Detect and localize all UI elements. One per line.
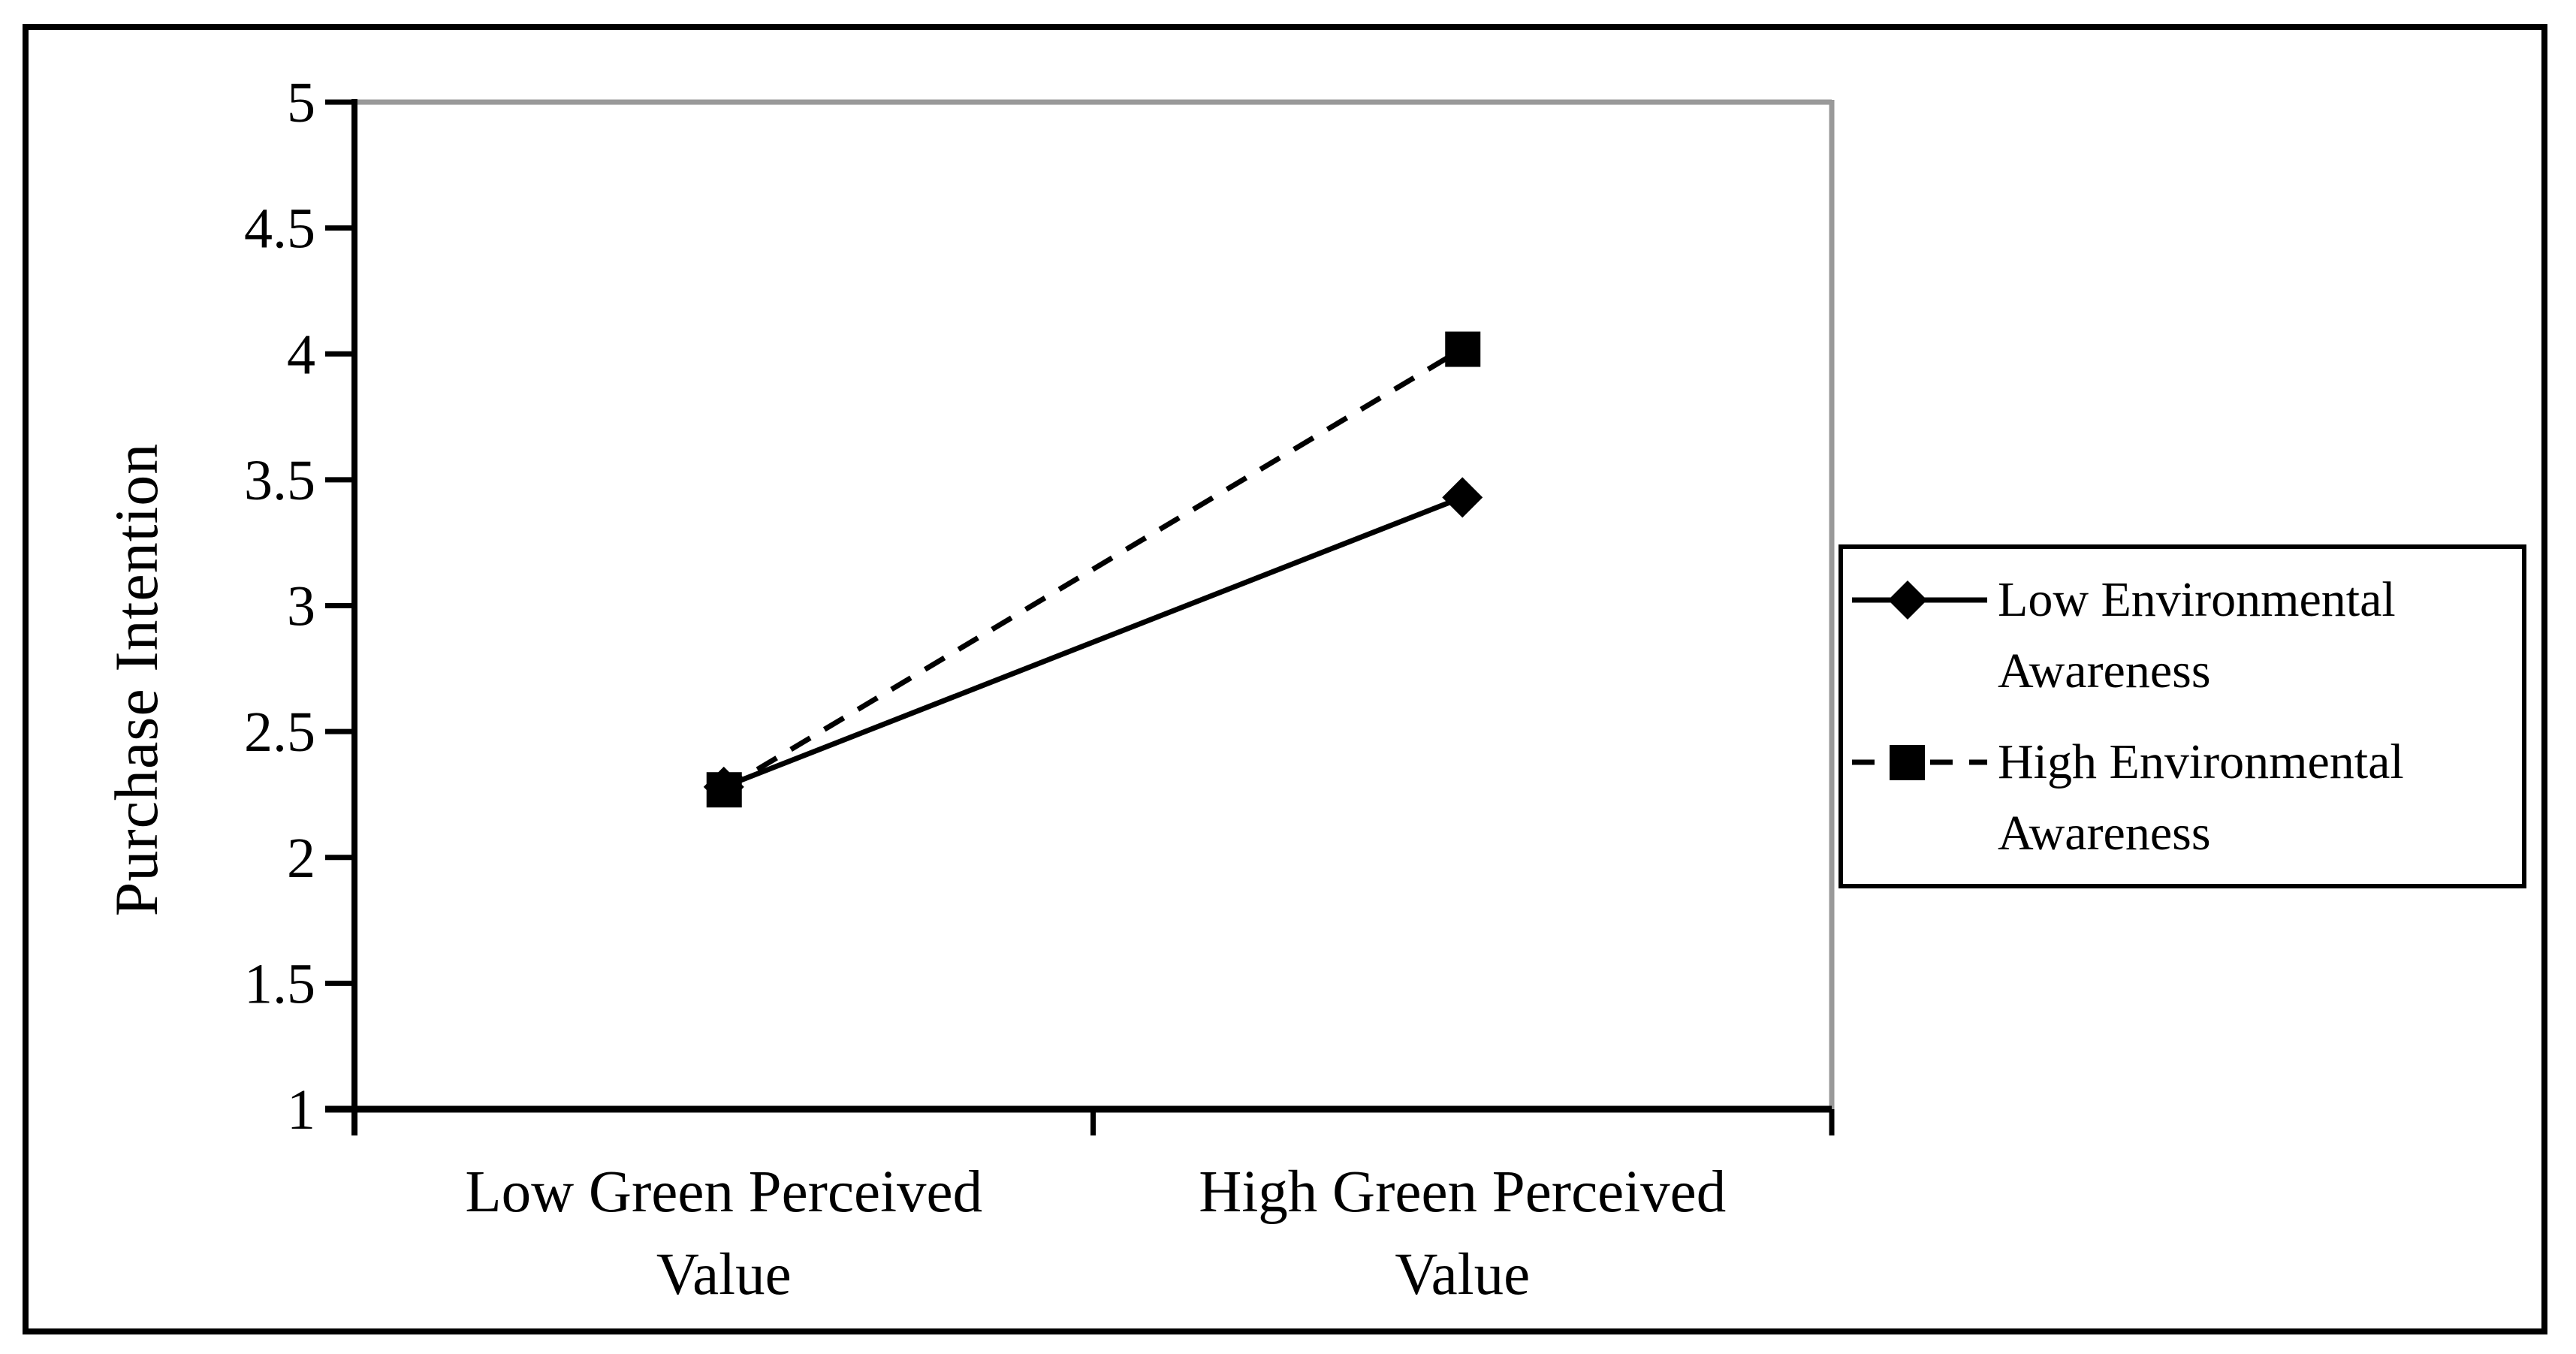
series-line-dashed — [722, 346, 1464, 792]
low-series-swatch — [1852, 581, 1987, 620]
x-category-label: Low Green Perceived Value — [465, 1159, 982, 1307]
high-series-swatch — [1852, 745, 1987, 780]
y-tick-label: 1.5 — [244, 952, 315, 1015]
x-category-label: High Green Perceived Value — [1199, 1159, 1726, 1307]
y-tick-label: 2 — [287, 827, 315, 890]
y-tick-label: 5 — [287, 71, 315, 134]
y-tick-label: 3.5 — [244, 449, 315, 512]
square-marker-icon — [1890, 745, 1925, 780]
y-tick-label: 3 — [287, 575, 315, 638]
square-data-marker — [706, 772, 742, 808]
legend-item-low-environmental-awareness: Low Environmental Awareness — [1848, 564, 2522, 707]
y-tick-label: 2.5 — [244, 701, 315, 764]
legend-label-high: High Environmental Awareness — [1998, 734, 2404, 861]
y-tick-label: 1 — [287, 1078, 315, 1141]
diamond-data-marker — [1442, 477, 1483, 518]
series-line-solid — [722, 495, 1464, 790]
y-tick-label: 4 — [287, 323, 315, 386]
legend: Low Environmental Awareness High Environ… — [1838, 544, 2526, 888]
y-tick-label: 4.5 — [244, 198, 315, 261]
square-data-marker — [1445, 331, 1481, 367]
legend-item-high-environmental-awareness: High Environmental Awareness — [1848, 726, 2522, 869]
legend-label-low: Low Environmental Awareness — [1998, 572, 2396, 698]
diamond-marker-icon — [1888, 581, 1927, 620]
y-axis-title: Purchase Intention — [102, 442, 170, 917]
